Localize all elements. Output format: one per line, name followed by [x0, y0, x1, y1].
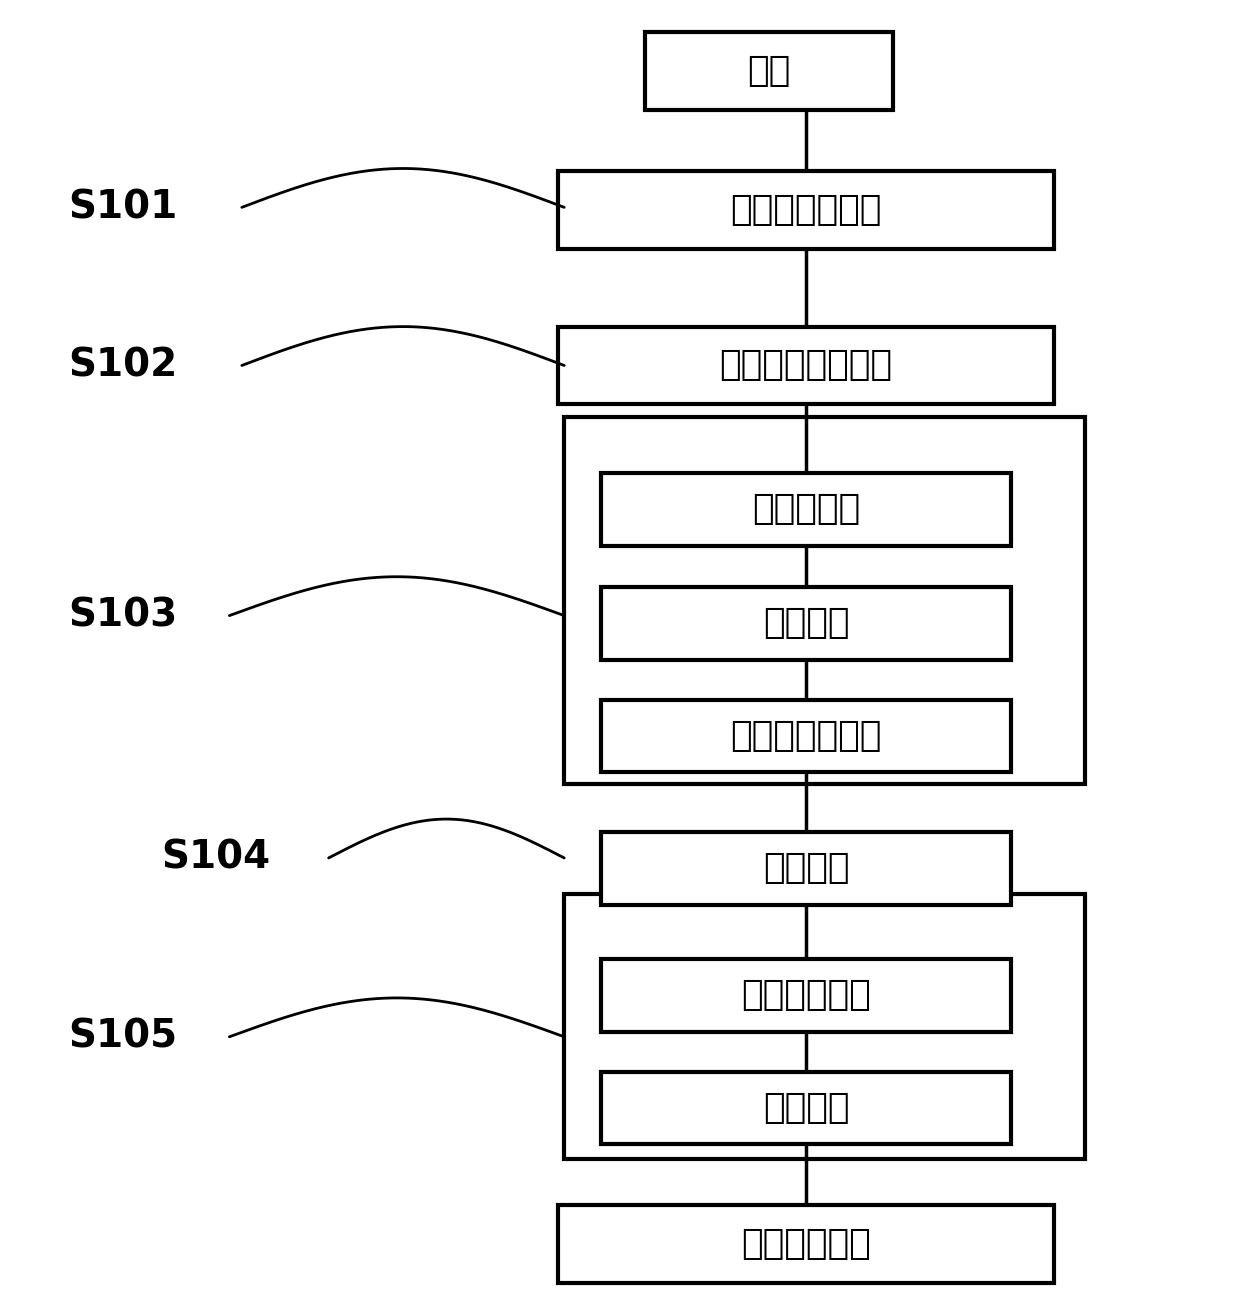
- Text: S101: S101: [68, 188, 177, 227]
- Text: S102: S102: [68, 346, 177, 385]
- Bar: [601, 700, 1011, 772]
- Bar: [558, 171, 1054, 249]
- Text: 三维温度场计算: 三维温度场计算: [730, 719, 882, 753]
- Bar: [558, 1205, 1054, 1283]
- Text: 管网计算: 管网计算: [763, 607, 849, 640]
- Bar: [601, 587, 1011, 660]
- Text: S104: S104: [161, 839, 270, 877]
- Text: 冷却结构优化: 冷却结构优化: [742, 978, 870, 1012]
- Text: 强度评估: 强度评估: [763, 1091, 849, 1125]
- Bar: [601, 832, 1011, 905]
- Text: 内部冷却形式选择: 内部冷却形式选择: [719, 349, 893, 382]
- Text: 开始: 开始: [748, 54, 790, 88]
- Text: S103: S103: [68, 596, 177, 635]
- Text: 单元设计法: 单元设计法: [751, 492, 861, 526]
- Bar: [601, 959, 1011, 1032]
- Bar: [564, 417, 1085, 784]
- Text: S105: S105: [68, 1017, 177, 1056]
- Bar: [601, 1072, 1011, 1144]
- Bar: [645, 32, 893, 110]
- Bar: [564, 894, 1085, 1159]
- Bar: [601, 473, 1011, 546]
- Text: 初始方案: 初始方案: [763, 851, 849, 885]
- Bar: [558, 327, 1054, 404]
- Text: 初始结构参数化: 初始结构参数化: [730, 193, 882, 227]
- Text: 方案设计评审: 方案设计评审: [742, 1227, 870, 1261]
